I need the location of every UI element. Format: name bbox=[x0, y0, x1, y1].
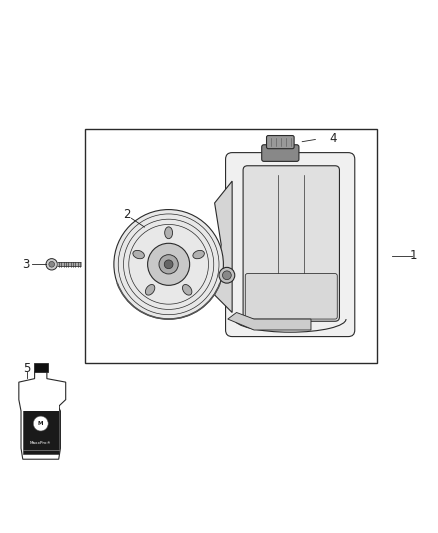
Bar bbox=[34, 363, 48, 372]
Text: 1: 1 bbox=[410, 249, 418, 262]
Ellipse shape bbox=[193, 251, 205, 259]
Circle shape bbox=[219, 268, 235, 283]
Text: 4: 4 bbox=[329, 132, 337, 144]
Circle shape bbox=[164, 260, 173, 269]
Polygon shape bbox=[228, 312, 311, 330]
Ellipse shape bbox=[165, 227, 173, 239]
FancyBboxPatch shape bbox=[226, 152, 355, 336]
Circle shape bbox=[46, 259, 57, 270]
Bar bbox=[85, 128, 377, 363]
Text: 5: 5 bbox=[24, 361, 31, 375]
FancyBboxPatch shape bbox=[243, 166, 339, 321]
Bar bbox=[23, 405, 59, 411]
Circle shape bbox=[33, 416, 48, 431]
Ellipse shape bbox=[133, 251, 145, 259]
Circle shape bbox=[114, 209, 223, 319]
Text: M: M bbox=[38, 421, 43, 426]
Text: 2: 2 bbox=[123, 208, 131, 221]
Ellipse shape bbox=[145, 285, 155, 295]
Circle shape bbox=[223, 271, 231, 280]
Text: 3: 3 bbox=[23, 258, 30, 271]
Polygon shape bbox=[19, 372, 66, 459]
Polygon shape bbox=[215, 181, 232, 312]
Ellipse shape bbox=[183, 285, 192, 295]
FancyBboxPatch shape bbox=[245, 273, 337, 319]
Text: MaxxPro®: MaxxPro® bbox=[30, 441, 52, 445]
Circle shape bbox=[148, 243, 190, 285]
Circle shape bbox=[49, 262, 54, 267]
FancyBboxPatch shape bbox=[262, 145, 299, 161]
Bar bbox=[23, 405, 59, 454]
Circle shape bbox=[159, 255, 178, 274]
FancyBboxPatch shape bbox=[266, 135, 294, 149]
